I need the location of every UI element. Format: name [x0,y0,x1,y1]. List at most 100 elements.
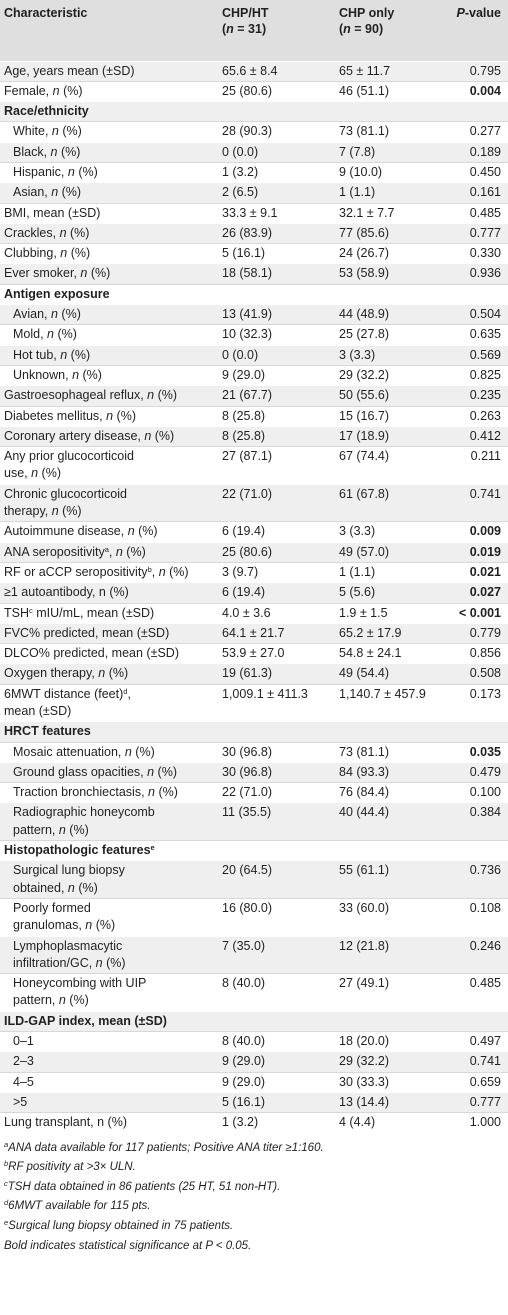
row-label: Unknown, n (%) [0,364,218,386]
n-symbol: n [147,388,155,403]
chp-only-value: 53 (58.9) [335,263,442,285]
table-row: Avian, n (%) 13 (41.9) 44 (48.9) 0.504 [0,304,508,325]
chp-only-value: 27 (49.1) [335,973,442,1012]
chp-ht-value: 1 (3.2) [218,161,335,183]
n-symbol: n [51,124,59,139]
p-value: 0.189 [442,141,508,163]
table-row: FVC% predicted, mean (±SD) 64.1 ± 21.7 65.… [0,622,508,644]
footnote: cTSH data obtained in 86 patients (25 HT… [4,1178,508,1198]
p-value: 0.019 [442,541,508,563]
row-label: ANA seropositivitya, n (%) [0,541,218,563]
table-row: Lymphoplasmacytic infiltration/GC, n (%) 7… [0,935,508,974]
chp-ht-value: 7 (35.0) [218,935,335,974]
row-label: Chronic glucocorticoid therapy, n (%) [0,483,218,522]
p-value: 0.736 [442,860,508,899]
chp-ht-value: 26 (83.9) [218,222,335,244]
chp-ht-value: 6 (19.4) [218,521,335,543]
percent-suffix: (%) [92,918,116,933]
chp-only-value: 73 (81.1) [335,741,442,763]
p-value: 0.741 [442,1051,508,1073]
percent-suffix: (%) [65,993,89,1008]
chp-ht-value: 0 (0.0) [218,141,335,163]
row-label: Surgical lung biopsy obtained, n (%) [0,860,218,899]
chp-ht-value: 33.3 ± 9.1 [218,202,335,224]
footnote-marker: c [4,1178,8,1188]
row-label-text: Oxygen therapy, [4,666,99,681]
row-label: TSHc mIU/mL, mean (±SD) [0,602,218,624]
percent-suffix: (%) [65,822,89,837]
row-label: RF or aCCP seropositivityb, n (%) [0,561,218,583]
percent-suffix: (%) [66,225,90,240]
row-label: Age, years mean (±SD) [0,60,218,82]
section-row: HRCT features [0,721,508,743]
section-heading: HRCT features [0,721,508,743]
chp-ht-value: 8 (25.8) [218,405,335,427]
chp-ht-value: 11 (35.5) [218,802,335,841]
percent-suffix: (%) [74,880,98,895]
table-row: ≥1 autoantibody, n (%) 6 (19.4) 5 (5.6) 0.0… [0,582,508,604]
row-label: DLCO% predicted, mean (±SD) [0,643,218,664]
header-chp-ht-count: = 31) [233,22,267,36]
table-row: Ground glass opacities, n (%) 30 (96.8) 84… [0,761,508,783]
p-value: 0.936 [442,263,508,285]
table-row: Diabetes mellitus, n (%) 8 (25.8) 15 (16.7… [0,405,508,427]
row-label-text: White, [13,124,52,139]
percent-suffix: (%) [122,544,146,559]
n-symbol: n [67,164,75,179]
table-row: White, n (%) 28 (90.3) 73 (81.1) 0.277 [0,121,508,143]
chp-only-value: 77 (85.6) [335,222,442,244]
percent-suffix: (%) [87,266,111,281]
section-label: Histopathologic features [4,843,151,858]
footnote-marker: e [150,843,155,853]
row-label: Lung transplant, n (%) [0,1112,218,1133]
row-label: Any prior glucocorticoid use, n (%) [0,446,218,485]
chp-ht-value: 22 (71.0) [218,782,335,803]
table-body: Age, years mean (±SD) 65.6 ± 8.4 65 ± 11.7… [0,60,508,1133]
chp-only-value: 24 (26.7) [335,243,442,264]
row-label-text: Clubbing, [4,246,61,261]
chp-only-value: 65.2 ± 17.9 [335,622,442,644]
chp-ht-value: 30 (96.8) [218,741,335,763]
n-symbol: n [124,744,132,759]
row-label: Hot tub, n (%) [0,344,218,366]
p-value: 0.161 [442,182,508,204]
chp-ht-value: 9 (29.0) [218,1071,335,1093]
chp-only-value: 33 (60.0) [335,897,442,937]
row-label-text: 4–5 [13,1074,34,1089]
row-label-text: BMI, mean (±SD) [4,205,101,220]
row-label: BMI, mean (±SD) [0,202,218,224]
row-label-text: Mosaic attenuation, [13,744,125,759]
table-row: Black, n (%) 0 (0.0) 7 (7.8) 0.189 [0,141,508,163]
row-label: Female, n (%) [0,80,218,102]
chp-ht-value: 19 (61.3) [218,663,335,685]
n-symbol: n [60,246,68,261]
chp-only-value: 17 (18.9) [335,425,442,447]
chp-ht-value: 64.1 ± 21.7 [218,622,335,644]
table-row: Autoimmune disease, n (%) 6 (19.4) 3 (3.3)… [0,521,508,543]
percent-suffix: (%) [154,764,177,779]
row-label-suffix: mIU/mL, mean (±SD) [32,605,155,620]
chp-ht-value: 2 (6.5) [218,182,335,204]
percent-suffix: (%) [67,246,91,261]
n-symbol: n [85,918,93,933]
chp-only-value: 44 (48.9) [335,304,442,325]
table-row: Surgical lung biopsy obtained, n (%) 20 (6… [0,860,508,899]
row-label: Gastroesophageal reflux, n (%) [0,385,218,407]
row-label-text: 2–3 [13,1054,34,1069]
row-label-text: Surgical lung biopsy [13,863,125,878]
n-symbol: n [58,822,66,837]
n-symbol: n [60,347,68,362]
p-value: 0.384 [442,802,508,841]
p-value: 0.485 [442,202,508,224]
footnote: aANA data available for 117 patients; Po… [4,1139,508,1159]
row-label-text: Poorly formed [13,900,91,915]
row-label-continued: pattern, [13,822,59,837]
characteristics-table: Characteristic CHP/HT (n = 31) CHP only (n… [0,0,508,1133]
row-label-text: Asian, [13,185,52,200]
chp-ht-value: 6 (19.4) [218,582,335,604]
percent-suffix: (%) [165,564,189,579]
percent-suffix: (%) [131,744,155,759]
row-label-text: Autoimmune disease, [4,524,128,539]
section-heading: Race/ethnicity [0,101,508,122]
row-label-text: FVC% predicted, mean (±SD) [4,625,170,640]
